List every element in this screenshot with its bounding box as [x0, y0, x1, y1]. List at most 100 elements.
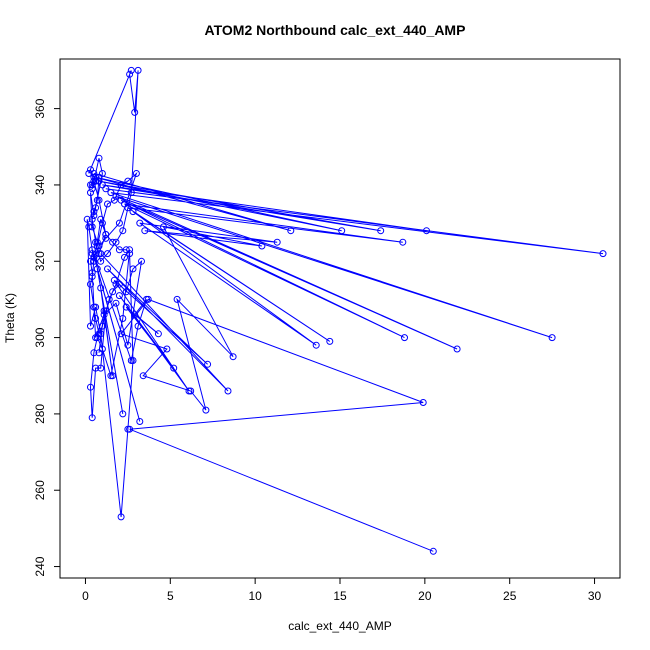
series-line-2 — [91, 249, 229, 422]
data-point — [163, 345, 171, 353]
y-tick-label: 360 — [33, 98, 47, 118]
data-point — [132, 170, 140, 177]
data-point — [109, 238, 117, 246]
data-point — [87, 383, 94, 391]
data-point — [110, 196, 118, 204]
data-point — [97, 250, 105, 258]
y-axis-label: Theta (K) — [3, 293, 17, 343]
data-point — [87, 257, 94, 265]
data-point — [127, 66, 135, 74]
data-point — [88, 215, 96, 223]
data-point — [85, 170, 93, 177]
data-point — [160, 223, 167, 231]
data-point — [258, 242, 266, 250]
y-tick-label: 300 — [33, 327, 47, 347]
data-point — [102, 231, 110, 238]
data-point — [90, 212, 98, 219]
data-point — [119, 315, 127, 322]
data-point — [423, 227, 430, 235]
data-point — [97, 257, 105, 265]
y-tick-label: 240 — [33, 556, 47, 576]
data-point — [87, 189, 94, 197]
data-point — [126, 70, 134, 78]
data-point — [107, 189, 115, 197]
data-series — [83, 66, 607, 555]
data-point — [126, 246, 134, 254]
data-point — [88, 246, 96, 254]
data-point — [97, 284, 105, 292]
x-tick-label: 20 — [418, 589, 432, 603]
data-point — [124, 204, 132, 212]
data-point — [204, 360, 212, 368]
data-point — [88, 223, 96, 231]
data-point — [90, 257, 98, 265]
data-point — [92, 303, 100, 311]
data-point — [224, 387, 232, 395]
data-point — [122, 246, 130, 254]
x-tick-label: 25 — [503, 589, 517, 603]
y-tick-label: 340 — [33, 175, 47, 195]
data-point — [110, 276, 118, 284]
x-tick-label: 0 — [82, 589, 89, 603]
data-point — [95, 349, 103, 357]
data-point — [141, 227, 149, 235]
data-point — [453, 345, 461, 353]
data-point — [88, 414, 96, 422]
data-point — [92, 364, 100, 372]
data-point — [102, 234, 110, 242]
data-point — [100, 307, 108, 315]
x-tick-label: 30 — [588, 589, 602, 603]
data-point — [98, 219, 106, 227]
data-point — [124, 341, 132, 349]
data-point — [88, 269, 96, 277]
y-tick-label: 260 — [33, 480, 47, 500]
data-point — [90, 170, 98, 177]
data-point — [115, 292, 123, 300]
data-point — [143, 295, 150, 303]
data-point — [95, 154, 103, 162]
x-tick-label: 10 — [248, 589, 262, 603]
data-point — [136, 418, 144, 425]
data-point — [377, 227, 385, 235]
data-point — [401, 334, 408, 342]
data-point — [136, 219, 144, 227]
data-point — [229, 353, 237, 361]
data-point — [202, 406, 210, 414]
data-point — [138, 257, 145, 265]
data-point — [97, 215, 105, 223]
data-point — [119, 227, 127, 235]
y-axis: 240 260 280 300 320 340 360 — [33, 98, 60, 577]
data-point — [109, 372, 117, 380]
data-point — [122, 288, 130, 296]
x-tick-label: 15 — [333, 589, 347, 603]
data-point — [131, 311, 139, 319]
data-point — [104, 250, 111, 258]
data-point — [399, 238, 407, 246]
data-point — [134, 322, 142, 330]
x-axis-label: calc_ext_440_AMP — [288, 619, 391, 633]
data-point — [112, 192, 120, 200]
data-point — [429, 547, 437, 555]
data-point — [88, 185, 96, 193]
data-point — [83, 215, 91, 223]
data-point — [98, 181, 106, 189]
data-point — [115, 246, 123, 254]
data-point — [97, 364, 105, 372]
data-point — [92, 238, 100, 246]
y-tick-label: 280 — [33, 404, 47, 424]
data-point — [139, 372, 147, 380]
data-point — [170, 364, 178, 372]
data-point — [127, 357, 135, 364]
data-point — [112, 238, 120, 246]
data-point — [287, 227, 295, 235]
data-point — [112, 299, 120, 307]
data-point — [129, 265, 137, 273]
data-point — [131, 108, 139, 116]
data-point — [87, 322, 94, 330]
data-point — [173, 295, 181, 303]
data-point — [104, 265, 111, 273]
data-point — [419, 399, 427, 406]
data-point — [88, 273, 96, 280]
data-point — [338, 227, 346, 235]
